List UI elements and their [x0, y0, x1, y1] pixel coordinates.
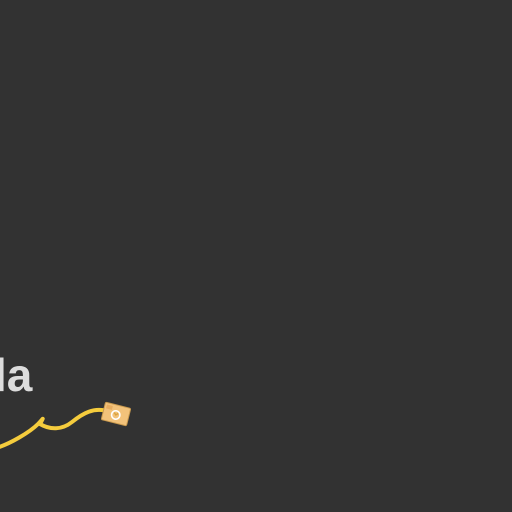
place-label: la	[0, 349, 33, 401]
route-shield-icon[interactable]	[101, 401, 131, 427]
highway-route-line	[0, 407, 112, 449]
